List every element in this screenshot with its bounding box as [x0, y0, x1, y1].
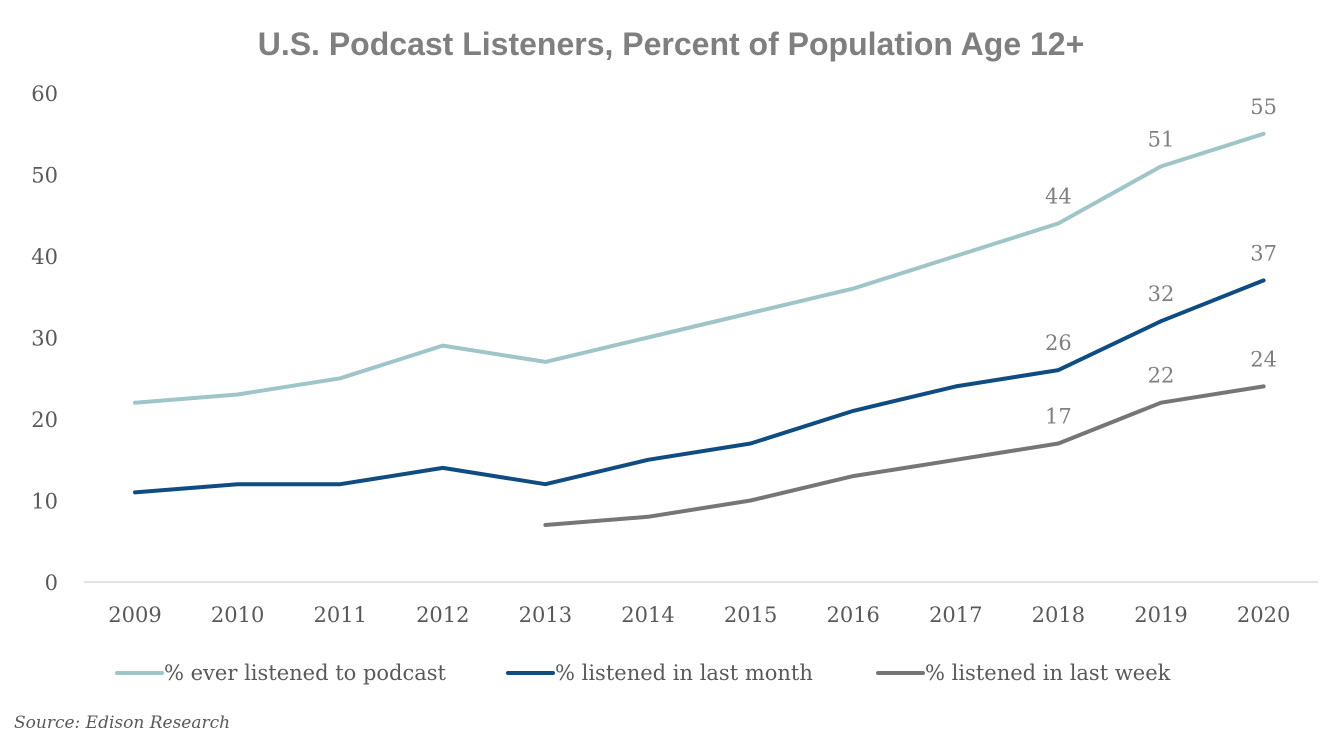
x-tick-label: 2015	[724, 603, 777, 627]
legend-label: % ever listened to podcast	[164, 661, 447, 685]
x-tick-label: 2013	[519, 603, 572, 627]
series-layer	[133, 131, 1266, 527]
legend: % ever listened to podcast % listened in …	[115, 661, 1171, 685]
data-label: 44	[1045, 184, 1072, 208]
data-label: 55	[1250, 95, 1277, 119]
data-label: 17	[1045, 404, 1072, 428]
y-tick-label: 0	[45, 571, 58, 595]
x-tick-label: 2010	[211, 603, 264, 627]
x-tick-label: 2017	[929, 603, 982, 627]
data-label: 32	[1148, 282, 1175, 306]
y-tick-label: 30	[31, 327, 58, 351]
x-axis: 2009 2010 2011 2012 2013 2014 2015 2016 2017 2018…	[84, 581, 1318, 627]
x-tick-label: 2012	[416, 603, 469, 627]
series-line-1	[133, 131, 1266, 405]
x-tick-label: 2011	[313, 603, 366, 627]
data-label: 22	[1148, 364, 1175, 388]
series-line-2	[133, 278, 1266, 495]
data-label: 51	[1148, 127, 1175, 151]
data-label: 26	[1045, 331, 1072, 355]
legend-item-2: % listened in last month	[506, 661, 813, 685]
chart-title: U.S. Podcast Listeners, Percent of Popul…	[258, 26, 1085, 62]
x-tick-label: 2019	[1134, 603, 1187, 627]
legend-item-3: % listened in last week	[876, 661, 1171, 685]
x-tick-label: 2009	[108, 603, 161, 627]
y-tick-label: 60	[31, 82, 58, 106]
data-label: 24	[1250, 347, 1277, 371]
legend-label: % listened in last week	[925, 661, 1171, 685]
series-line-3	[543, 384, 1266, 527]
y-tick-label: 40	[31, 245, 58, 269]
legend-item-1: % ever listened to podcast	[115, 661, 447, 685]
y-tick-label: 10	[31, 490, 58, 514]
x-tick-label: 2014	[621, 603, 674, 627]
x-tick-label: 2020	[1237, 603, 1290, 627]
y-tick-label: 50	[31, 164, 58, 188]
x-tick-label: 2018	[1032, 603, 1085, 627]
data-labels-layer: 44 51 55 26 32 37 17 22 24	[1045, 95, 1277, 429]
source-note: Source: Edison Research	[14, 713, 230, 733]
y-axis: 0 10 20 30 40 50 60	[31, 82, 58, 595]
data-label: 37	[1250, 241, 1277, 265]
legend-label: % listened in last month	[555, 661, 813, 685]
x-tick-label: 2016	[826, 603, 879, 627]
y-tick-label: 20	[31, 408, 58, 432]
